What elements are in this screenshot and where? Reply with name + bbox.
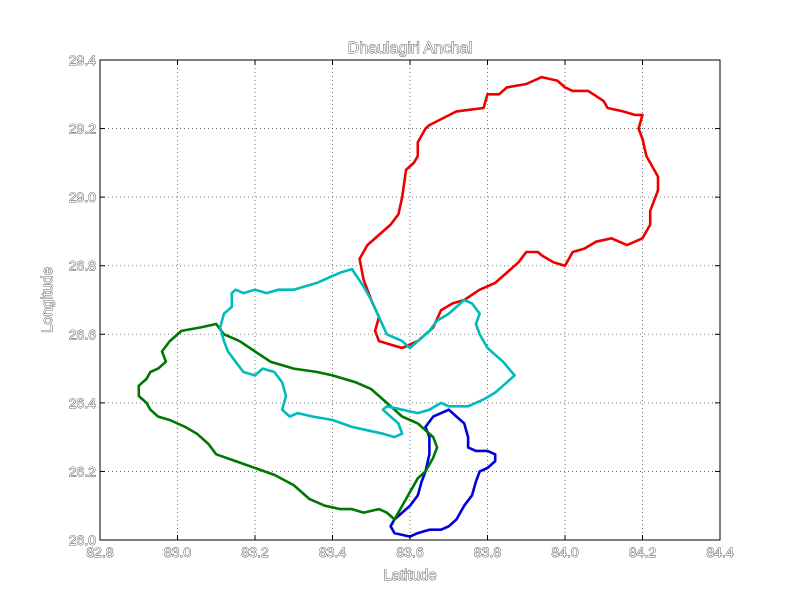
region-outline-1 <box>358 75 660 350</box>
region-outline-2 <box>389 408 497 538</box>
y-axis-label: Longitude <box>39 267 56 333</box>
series-group <box>137 75 660 538</box>
y-tick-labels: 26.0 26.2 26.4 26.6 26.8 29.0 29.2 29.4 <box>68 52 96 549</box>
x-tick-label: 83.6 <box>396 544 423 560</box>
y-tick-label: 26.2 <box>69 463 96 479</box>
axis-ticks <box>99 59 721 541</box>
y-tick-label: 29.4 <box>69 52 96 68</box>
x-tick-label: 83.4 <box>319 544 346 560</box>
x-tick-label: 83.2 <box>241 544 268 560</box>
y-tick-label: 26.0 <box>69 532 96 548</box>
y-tick-label: 26.4 <box>69 395 96 411</box>
x-tick-label: 83.8 <box>474 544 501 560</box>
y-tick-label: 26.8 <box>69 258 96 274</box>
x-tick-label: 82.8 <box>86 544 113 560</box>
chart-title: Dhaulagiri Anchal <box>348 40 473 57</box>
grid-lines <box>100 60 720 540</box>
y-tick-label: 29.0 <box>69 189 96 205</box>
x-tick-labels: 82.8 83.0 83.2 83.4 83.6 83.8 84.0 84.2 84.4 <box>86 544 734 561</box>
x-tick-label: 83.0 <box>164 544 191 560</box>
region-outline-3 <box>137 322 439 521</box>
x-tick-label: 84.2 <box>629 544 656 560</box>
y-tick-label: 26.6 <box>69 326 96 342</box>
x-tick-label: 84.0 <box>551 544 578 560</box>
region-outline-4 <box>218 267 516 439</box>
x-tick-label: 84.4 <box>706 544 733 560</box>
y-tick-label: 29.2 <box>69 121 96 137</box>
x-axis-label: Latitude <box>383 567 436 584</box>
